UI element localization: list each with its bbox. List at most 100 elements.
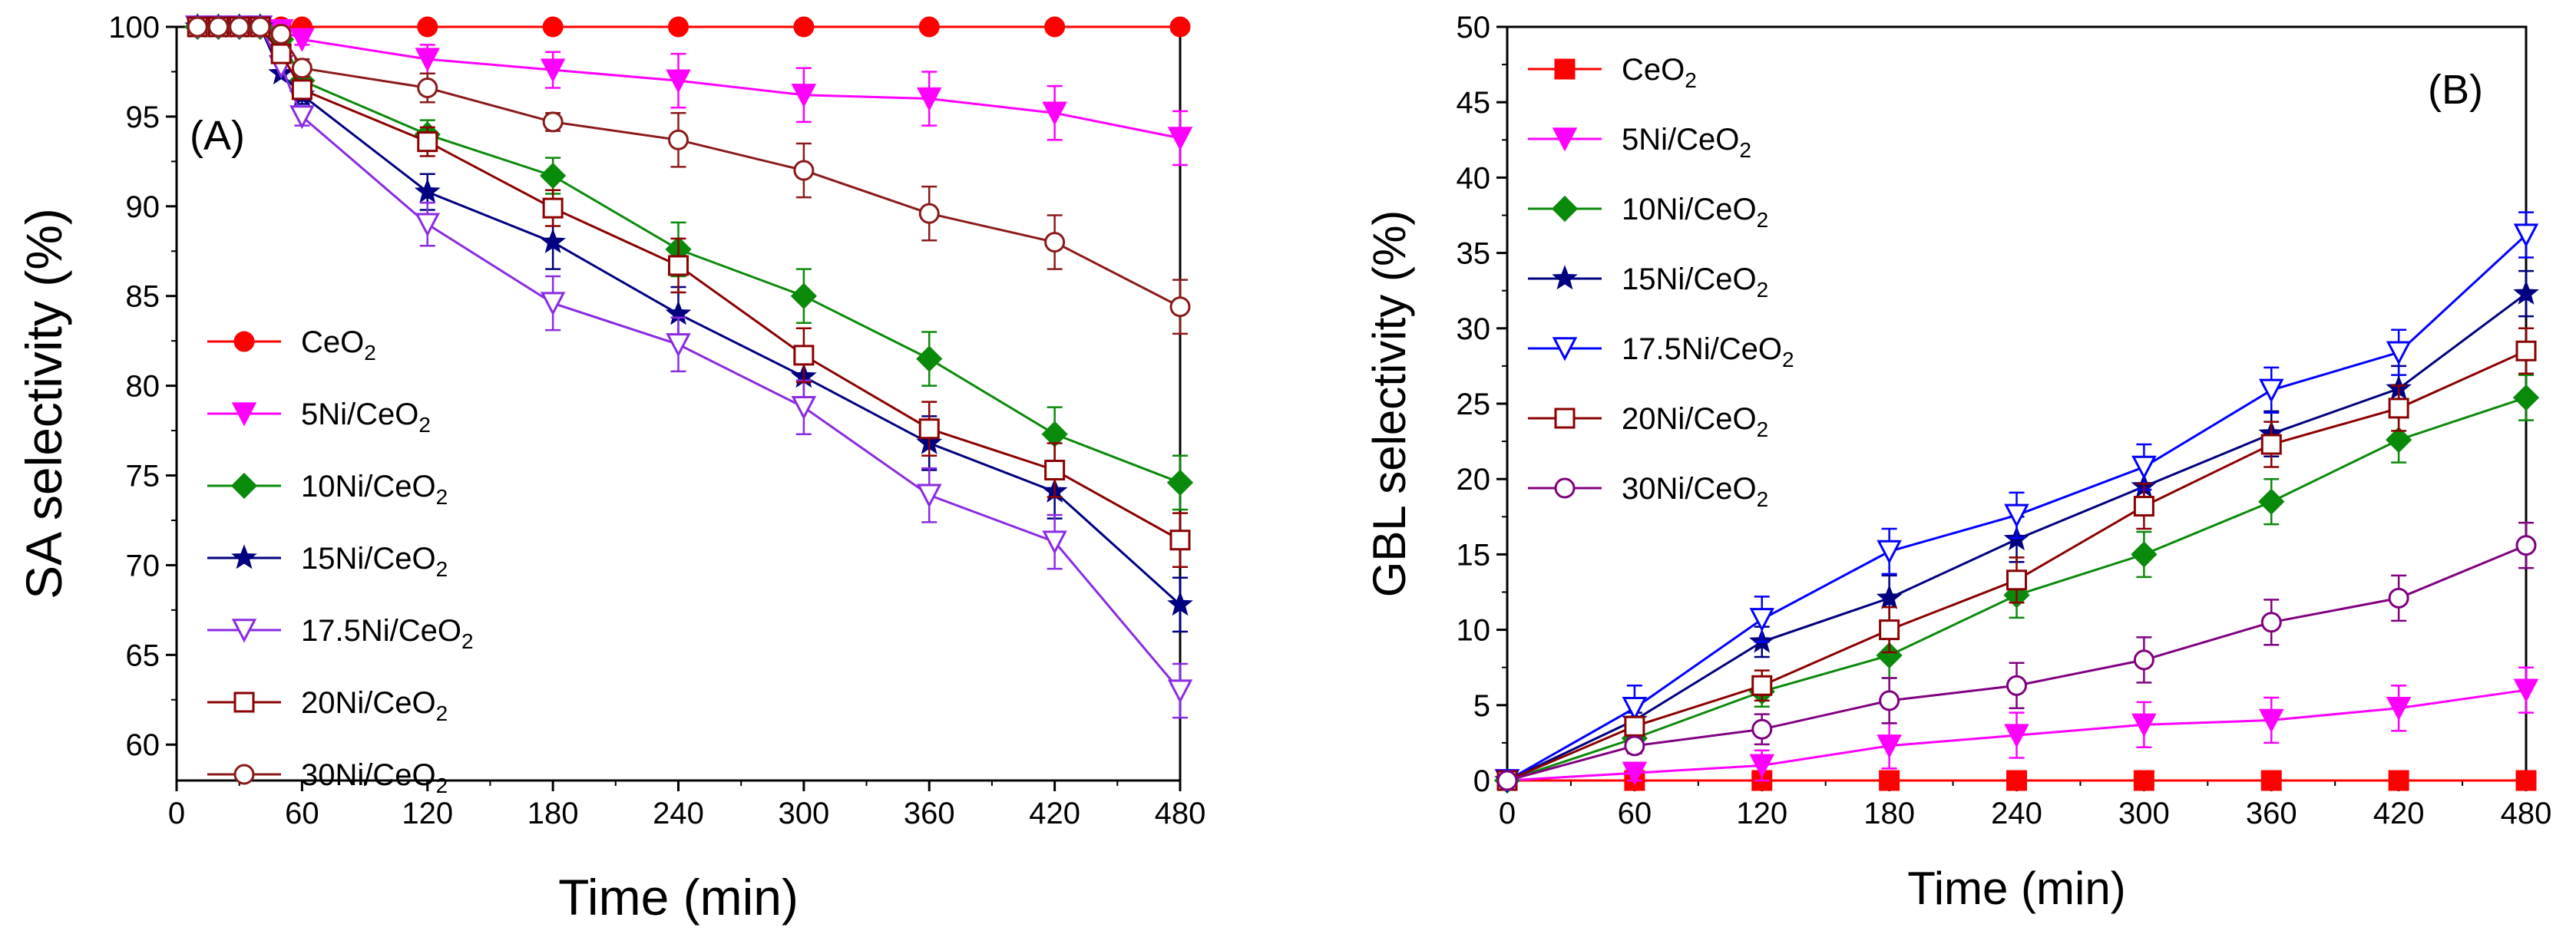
data-point (1876, 584, 1903, 609)
data-point (2131, 455, 2157, 480)
y-tick-label: 70 (126, 549, 160, 583)
data-point (1167, 127, 1193, 151)
data-point (414, 178, 441, 203)
data-point (291, 79, 312, 101)
data-point (666, 69, 691, 94)
data-point (1044, 460, 1066, 481)
data-point (2260, 770, 2282, 791)
data-point (1749, 754, 1775, 778)
y-tick-label: 45 (1457, 86, 1491, 120)
data-point (1877, 734, 1902, 759)
data-point (1166, 469, 1194, 496)
y-tick-label: 40 (1457, 161, 1491, 195)
legend-label: 5Ni/CeO2 (1622, 123, 1751, 162)
x-tick-label: 420 (1029, 797, 1080, 830)
y-tick-label: 80 (126, 370, 160, 404)
legend-marker (230, 472, 258, 500)
data-point (2131, 713, 2157, 738)
data-point (2512, 384, 2540, 411)
data-point (1042, 530, 1067, 555)
legend-marker (1554, 58, 1576, 80)
panel-label: (B) (2428, 67, 2483, 113)
data-point (2513, 678, 2539, 703)
x-tick-label: 300 (779, 797, 830, 830)
data-point (540, 58, 566, 83)
data-point (1167, 679, 1193, 704)
data-point (791, 84, 817, 108)
data-point (1044, 16, 1066, 38)
y-tick-label: 60 (126, 728, 160, 762)
data-point (542, 16, 564, 38)
data-point (2386, 697, 2412, 721)
y-tick-label: 85 (126, 280, 160, 314)
series-30Ni-CeO2 (187, 16, 1191, 335)
x-tick-label: 420 (2373, 797, 2425, 830)
series-20Ni-CeO2 (1496, 327, 2537, 791)
data-point (2258, 708, 2284, 733)
x-tick-label: 0 (1499, 797, 1516, 830)
series-line (197, 25, 1181, 542)
data-point (542, 197, 564, 219)
x-tick-label: 120 (1736, 797, 1787, 830)
data-point (291, 58, 312, 79)
x-tick-label: 180 (1863, 797, 1915, 830)
data-point (289, 28, 315, 52)
series-line (197, 25, 1181, 140)
data-point (2386, 341, 2412, 365)
legend-marker (233, 764, 255, 785)
data-point (793, 160, 815, 181)
y-tick-label: 0 (1473, 764, 1490, 798)
data-point (1877, 540, 1902, 564)
legend-label: 17.5Ni/CeO2 (1622, 332, 1794, 371)
panel-b-gbl-selectivity-chart: 0 60 120 180 240 300 360 420 480 0 5 10 15 20 25 30 35 40… (1364, 11, 2551, 914)
legend-marker (1551, 195, 1579, 223)
data-point (2260, 612, 2282, 633)
data-point (417, 16, 438, 38)
data-point (668, 129, 689, 150)
legend-label: 20Ni/CeO2 (301, 686, 448, 725)
data-point (793, 345, 815, 366)
data-point (1879, 619, 1900, 641)
data-point (2258, 378, 2284, 403)
x-tick-label: 480 (2501, 797, 2552, 830)
data-point (2388, 587, 2409, 609)
data-point (1167, 591, 1193, 616)
data-point (250, 16, 271, 38)
data-point (2388, 770, 2409, 791)
data-point (916, 87, 942, 111)
y-tick-label: 100 (108, 11, 160, 45)
legend-label: 30Ni/CeO2 (1622, 472, 1768, 511)
legend-label: 10Ni/CeO2 (1622, 193, 1768, 232)
data-point (2006, 770, 2027, 791)
data-point (2388, 398, 2409, 419)
y-tick-label: 25 (1457, 388, 1491, 421)
data-point (1879, 770, 1900, 791)
data-point (2513, 279, 2539, 305)
data-point (2260, 434, 2282, 455)
legend-marker (1552, 127, 1578, 152)
x-tick-label: 60 (1618, 797, 1652, 830)
legend-label: 15Ni/CeO2 (301, 542, 448, 581)
series-17.5Ni-CeO2 (1494, 211, 2539, 794)
series-5Ni-CeO2 (1494, 666, 2539, 794)
y-tick-label: 15 (1457, 538, 1491, 572)
data-point (415, 48, 441, 72)
data-point (2133, 649, 2154, 671)
series-CeO2 (1496, 770, 2537, 791)
y-tick-label: 30 (1457, 312, 1491, 346)
data-point (1042, 101, 1067, 126)
panel-label: (A) (190, 113, 245, 159)
data-point (1751, 718, 1773, 740)
legend-marker (231, 619, 257, 643)
x-tick-label: 360 (904, 797, 955, 830)
data-point (1169, 530, 1191, 551)
data-point (2515, 340, 2537, 361)
data-point (791, 395, 817, 421)
data-point (289, 105, 315, 130)
series-line (197, 25, 1182, 606)
legend-marker (1552, 265, 1578, 290)
data-point (270, 23, 292, 45)
legend-marker (1554, 477, 1576, 499)
series-10Ni-CeO2 (184, 13, 1194, 511)
data-point (2004, 503, 2029, 528)
